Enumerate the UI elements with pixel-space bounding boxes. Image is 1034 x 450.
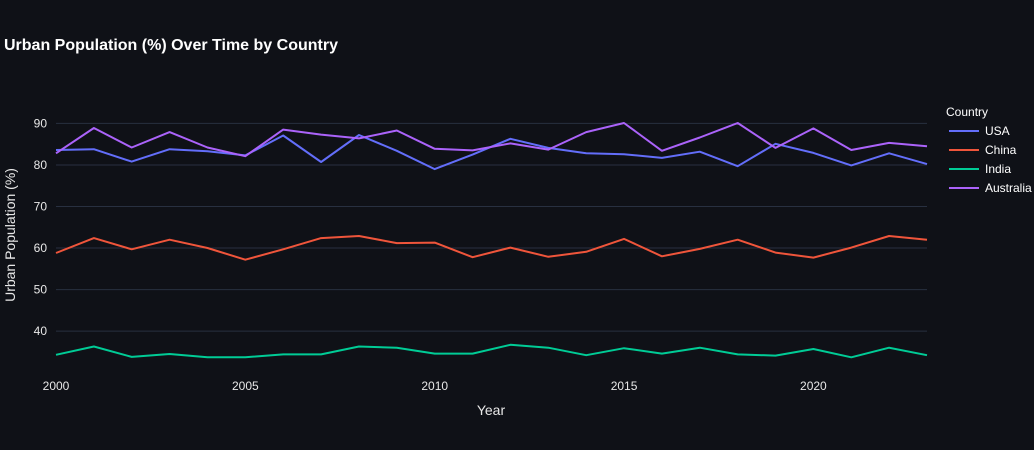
x-tick-label: 2000: [43, 379, 70, 393]
y-tick-label: 70: [34, 199, 48, 213]
series-lines: [55, 122, 928, 359]
x-tick-label: 2020: [800, 379, 827, 393]
y-tick-label: 40: [34, 324, 48, 338]
chart-title: Urban Population (%) Over Time by Countr…: [4, 37, 338, 54]
legend-item-india[interactable]: India: [949, 162, 1011, 176]
legend-title: Country: [946, 105, 988, 119]
x-axis-title: Year: [477, 402, 506, 418]
series-line-india: [55, 343, 928, 359]
y-tick-label: 60: [34, 241, 48, 255]
legend-label: USA: [985, 124, 1010, 138]
legend-label: India: [985, 162, 1011, 176]
x-tick-label: 2015: [611, 379, 638, 393]
legend-item-china[interactable]: China: [949, 143, 1017, 157]
y-tick-label: 50: [34, 283, 48, 297]
x-tick-label: 2005: [232, 379, 259, 393]
y-tick-label: 80: [34, 158, 48, 172]
gridlines: [56, 122, 927, 332]
legend-label: Australia: [985, 181, 1032, 195]
legend-item-usa[interactable]: USA: [949, 124, 1010, 138]
y-tick-label: 90: [34, 116, 48, 130]
legend-label: China: [985, 143, 1017, 157]
x-tick-label: 2010: [421, 379, 448, 393]
series-line-australia: [55, 122, 928, 158]
series-line-usa: [55, 134, 928, 171]
legend[interactable]: Country USA China India Australia: [946, 105, 1032, 195]
legend-item-australia[interactable]: Australia: [949, 181, 1032, 195]
tick-labels: 40 50 60 70 80 90 2000 2005 2010 2015 2020: [34, 116, 827, 393]
y-axis-title: Urban Population (%): [2, 168, 18, 302]
series-line-china: [55, 235, 928, 261]
